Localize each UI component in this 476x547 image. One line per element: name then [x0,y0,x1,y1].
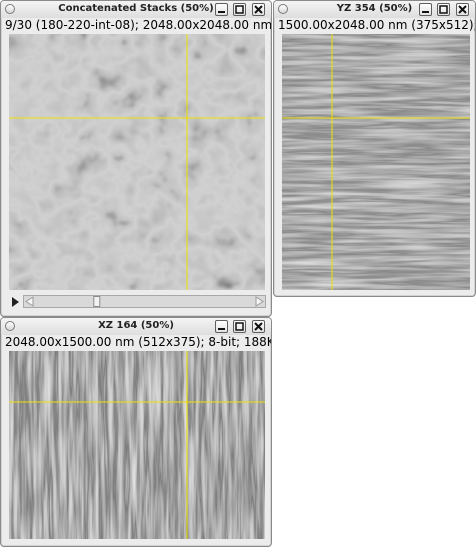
scroll-left-icon[interactable] [25,296,34,307]
window-title: XZ 164 (50%) [98,320,174,331]
xz-titlebar[interactable]: XZ 164 (50%) [1,318,271,335]
window-menu-icon[interactable] [5,4,15,14]
image-info-text: 2048.00x1500.00 nm (512x375); 8-bit; 188… [5,335,271,349]
scroll-thumb[interactable] [93,296,101,307]
yz-slice-image [282,34,470,290]
yz-titlebar[interactable]: YZ 354 (50%) [274,1,475,18]
image-info-text: 9/30 (180-220-int-08); 2048.00x2048.00 n… [5,18,271,32]
close-icon[interactable] [456,3,469,16]
minimize-icon[interactable] [419,3,432,16]
window-title: YZ 354 (50%) [336,3,413,14]
xz-window[interactable]: XZ 164 (50%) 2048.00x1500.00 nm (512x375… [0,317,272,547]
xz-slice-image [9,351,265,539]
yz-window[interactable]: YZ 354 (50%) 1500.00x2048.00 nm (375x512… [273,0,476,297]
close-icon[interactable] [252,3,265,16]
image-canvas[interactable] [9,34,265,290]
maximize-icon[interactable] [437,3,450,16]
concatenated-stacks-titlebar[interactable]: Concatenated Stacks (50%) [1,1,271,18]
scroll-right-icon[interactable] [255,296,264,307]
maximize-icon[interactable] [233,3,246,16]
image-canvas[interactable] [9,351,265,539]
minimize-icon[interactable] [215,320,228,333]
image-canvas[interactable] [282,34,470,290]
window-title: Concatenated Stacks (50%) [58,3,214,14]
minimize-icon[interactable] [215,3,228,16]
maximize-icon[interactable] [233,320,246,333]
slice-scrollbar[interactable] [23,295,266,308]
micrograph-image [9,34,265,290]
window-menu-icon[interactable] [5,321,15,331]
image-info-text: 1500.00x2048.00 nm (375x512); 8-bit; [278,18,475,32]
play-icon[interactable] [12,297,19,307]
window-menu-icon[interactable] [278,4,288,14]
concatenated-stacks-window[interactable]: Concatenated Stacks (50%) 9/30 (180-220-… [0,0,272,317]
close-icon[interactable] [252,320,265,333]
